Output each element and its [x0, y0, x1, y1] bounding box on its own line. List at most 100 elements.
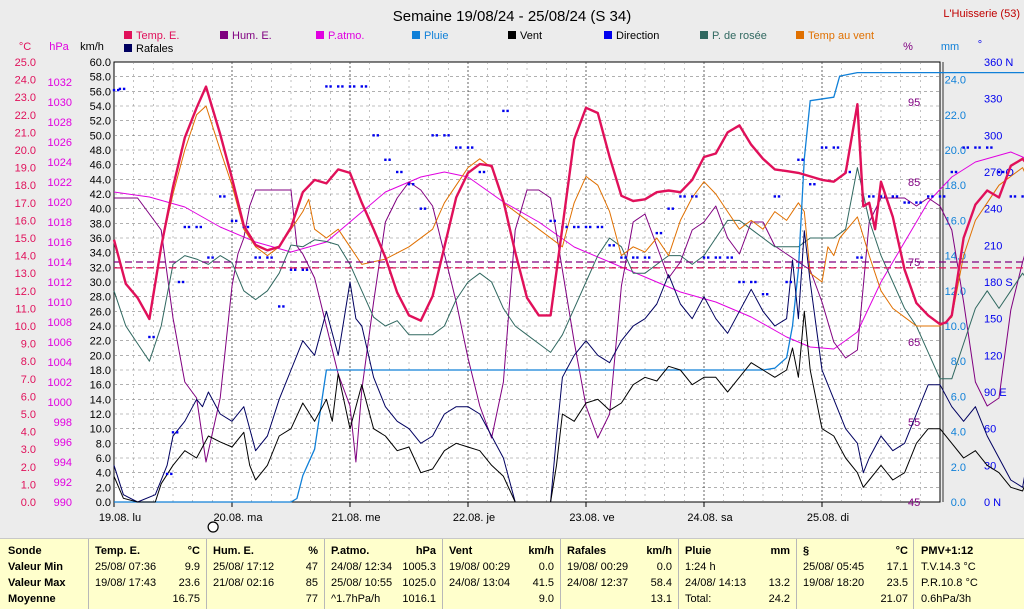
- direction-point: [199, 225, 202, 229]
- stats-min-date: 1:24 h: [685, 561, 716, 573]
- direction-point: [553, 219, 556, 223]
- direction-point: [435, 134, 438, 137]
- tick-label-pressure: 1008: [48, 317, 72, 329]
- direction-point: [282, 305, 285, 308]
- stats-column: Rafales km/h 19/08/ 00:29 0.0 24/08/ 12:37 58…: [560, 539, 679, 609]
- direction-point: [974, 146, 977, 149]
- tick-label-wind: 26.0: [90, 306, 111, 318]
- tick-label-direction: 300: [984, 130, 1002, 142]
- tick-label-humidity: 45: [908, 497, 920, 509]
- direction-point: [962, 146, 965, 149]
- x-tick-label: 21.08. me: [332, 512, 381, 524]
- tick-label-rain: 8.0: [951, 356, 966, 368]
- stats-column-unit: °C: [895, 545, 908, 557]
- direction-point: [396, 170, 399, 174]
- stats-avg-label: Moyenne: [8, 593, 56, 605]
- tick-label-direction: 0 N: [984, 497, 1001, 509]
- direction-point: [832, 146, 835, 149]
- stats-min-date: 24/08/ 12:34: [331, 561, 393, 573]
- tick-label-wind: 50.0: [90, 130, 111, 142]
- tick-label-pressure: 996: [54, 437, 72, 449]
- direction-point: [589, 225, 592, 229]
- tick-label-wind: 10.0: [90, 424, 111, 436]
- stats-column-name: P.atmo.: [331, 545, 370, 557]
- statistics-panel: Sonde Valeur Min Valeur Max Moyenne Temp…: [0, 538, 1024, 609]
- direction-point: [181, 280, 185, 284]
- tick-label-wind: 58.0: [90, 72, 111, 84]
- tick-label-temp: 10.0: [15, 321, 36, 333]
- direction-point: [860, 256, 863, 259]
- direction-point: [573, 225, 576, 229]
- direction-point: [848, 170, 851, 174]
- legend-label-patmo: P.atmo.: [328, 30, 365, 42]
- x-tick-label: 22.08. je: [453, 512, 495, 524]
- direction-point: [707, 256, 710, 259]
- tick-label-wind: 6.0: [96, 453, 111, 465]
- stats-min-date: 25/08/ 05:45: [803, 561, 865, 573]
- tick-label-temp: 8.0: [21, 356, 36, 368]
- x-tick-label: 20.08. ma: [214, 512, 264, 524]
- direction-point: [903, 201, 906, 204]
- direction-point: [270, 256, 273, 259]
- tick-label-rain: 16.0: [945, 215, 966, 227]
- tick-label-temp: 12.0: [15, 286, 36, 298]
- stats-avg-value: 24.2: [768, 593, 790, 605]
- legend: Temp. E. Hum. E. P.atmo. Pluie Vent Direction…: [124, 30, 874, 55]
- direction-point: [820, 146, 824, 149]
- stats-column: Vent km/h 19/08/ 00:29 0.0 24/08/ 13:04 41.5 9…: [442, 539, 561, 609]
- direction-point: [148, 335, 151, 339]
- tick-label-pressure: 1022: [48, 177, 72, 189]
- tick-label-wind: 52.0: [90, 116, 111, 128]
- direction-point: [856, 256, 859, 259]
- direction-point: [777, 195, 781, 198]
- legend-swatch-vent: [508, 31, 516, 39]
- direction-point: [718, 256, 722, 259]
- tick-label-wind: 4.0: [96, 468, 111, 480]
- stats-avg-value: 9.0: [538, 593, 554, 605]
- tick-label-direction: 90 E: [984, 387, 1007, 399]
- direction-point: [305, 268, 309, 271]
- direction-point: [785, 280, 788, 284]
- tick-label-temp: 15.0: [15, 233, 36, 245]
- stats-column-unit: °C: [187, 545, 200, 557]
- direction-point: [372, 134, 375, 137]
- direction-point: [766, 293, 769, 296]
- station-name: L'Huisserie (53): [943, 8, 1020, 20]
- legend-swatch-rafales: [124, 44, 132, 52]
- tick-label-humidity: 65: [908, 337, 920, 349]
- tick-label-rain: 6.0: [951, 391, 966, 403]
- tick-label-temp: 6.0: [21, 391, 36, 403]
- stats-column: Pluie mm 1:24 h 24/08/ 14:13 13.2 Total: 24.2: [678, 539, 797, 609]
- direction-point: [907, 201, 910, 204]
- direction-point: [915, 201, 918, 204]
- axis-unit-direction: °: [978, 39, 982, 51]
- direction-point: [879, 195, 883, 198]
- tick-label-temp: 1.0: [21, 479, 36, 491]
- tick-label-temp: 5.0: [21, 409, 36, 421]
- direction-point: [348, 85, 352, 88]
- direction-point: [223, 195, 226, 198]
- tick-label-rain: 18.0: [945, 180, 966, 192]
- direction-point: [376, 134, 379, 137]
- tick-label-temp: 19.0: [15, 163, 36, 175]
- direction-point: [459, 146, 462, 149]
- stats-max-date: 25/08/ 10:55: [331, 577, 393, 589]
- stats-min-label: Valeur Min: [8, 561, 64, 573]
- stats-column-name: Vent: [449, 545, 473, 557]
- direction-point: [471, 146, 474, 149]
- direction-point: [695, 195, 698, 198]
- tick-label-temp: 9.0: [21, 339, 36, 351]
- pmv-line-3: 0.6hPa/3h: [921, 593, 972, 605]
- tick-label-wind: 42.0: [90, 189, 111, 201]
- tick-label-wind: 28.0: [90, 292, 111, 304]
- direction-point: [679, 195, 682, 198]
- tick-label-wind: 32.0: [90, 262, 111, 274]
- stats-max-value: 13.2: [768, 577, 790, 589]
- tick-label-wind: 14.0: [90, 394, 111, 406]
- stats-min-value: 0.0: [538, 561, 554, 573]
- direction-point: [187, 225, 191, 229]
- tick-label-temp: 3.0: [21, 444, 36, 456]
- direction-point: [1013, 195, 1017, 198]
- tick-label-rain: 0.0: [951, 497, 966, 509]
- direction-point: [648, 256, 651, 259]
